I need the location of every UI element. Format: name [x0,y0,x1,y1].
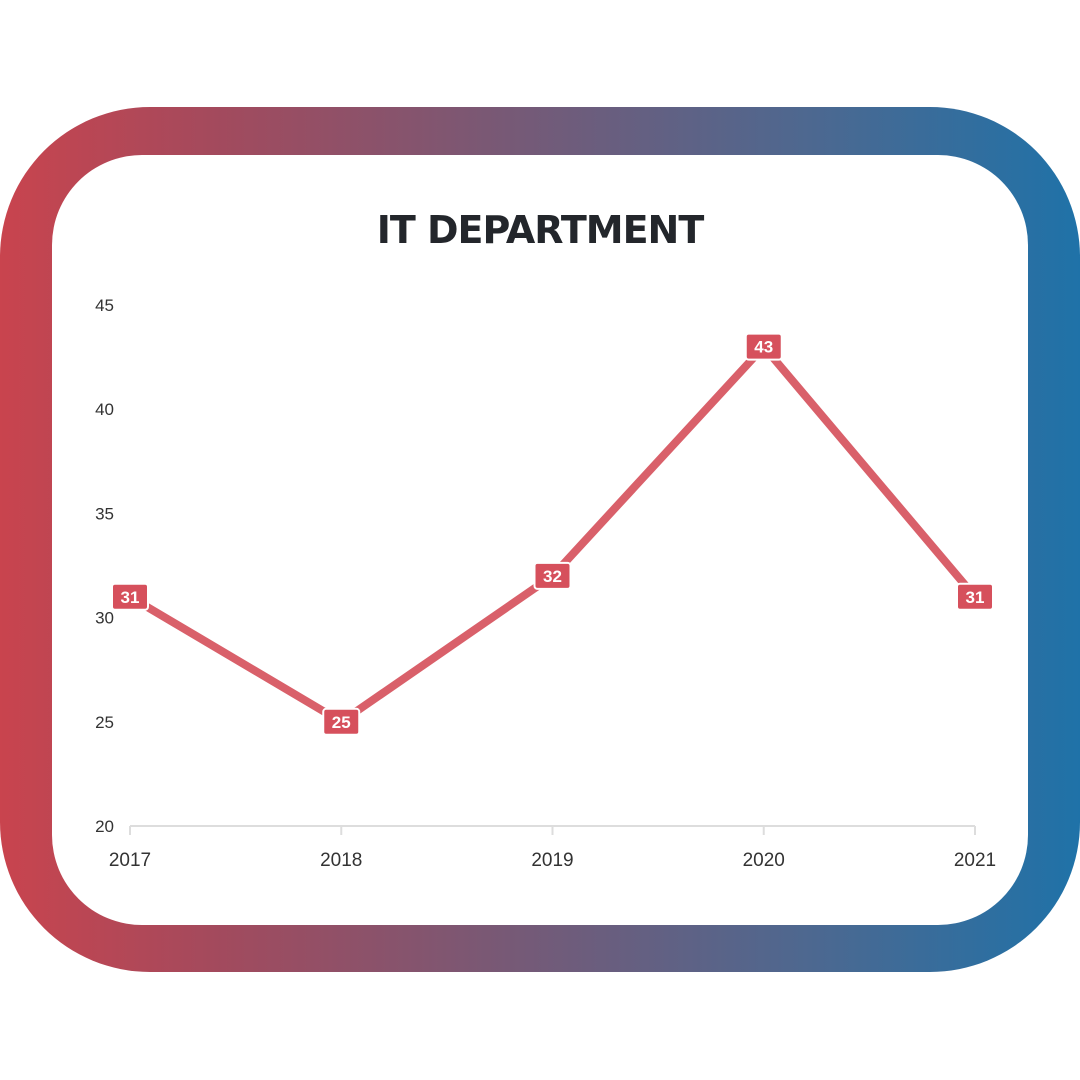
chart-card [52,155,1028,925]
data-point-label: 43 [744,332,783,361]
data-label: 43 [754,338,773,357]
data-point-marker [322,707,361,736]
y-tick-label: 45 [95,296,114,315]
y-tick-label: 35 [95,504,114,523]
data-point-label: 25 [322,707,361,736]
chart-title: IT DEPARTMENT [376,208,705,252]
x-tick-label: 2017 [109,850,151,871]
y-tick-label: 30 [95,609,114,628]
y-tick-label: 40 [95,400,114,419]
data-point-label: 31 [956,582,994,611]
x-tick-label: 2021 [954,850,996,871]
data-point-label: 32 [533,561,572,590]
x-tick-label: 2018 [320,850,362,871]
data-label: 31 [966,588,985,607]
y-tick-label: 25 [95,713,114,732]
data-label: 32 [543,567,562,586]
data-label: 25 [332,713,351,732]
data-point-marker [744,332,783,361]
data-point-marker [956,582,994,611]
x-tick-label: 2019 [531,850,573,871]
series-line [126,340,979,727]
data-point-label: 31 [111,582,149,611]
x-tick-label: 2020 [743,850,785,871]
data-label: 31 [121,588,140,607]
y-tick-label: 20 [95,817,114,836]
data-point-marker [111,582,149,611]
data-point-marker [533,561,572,590]
